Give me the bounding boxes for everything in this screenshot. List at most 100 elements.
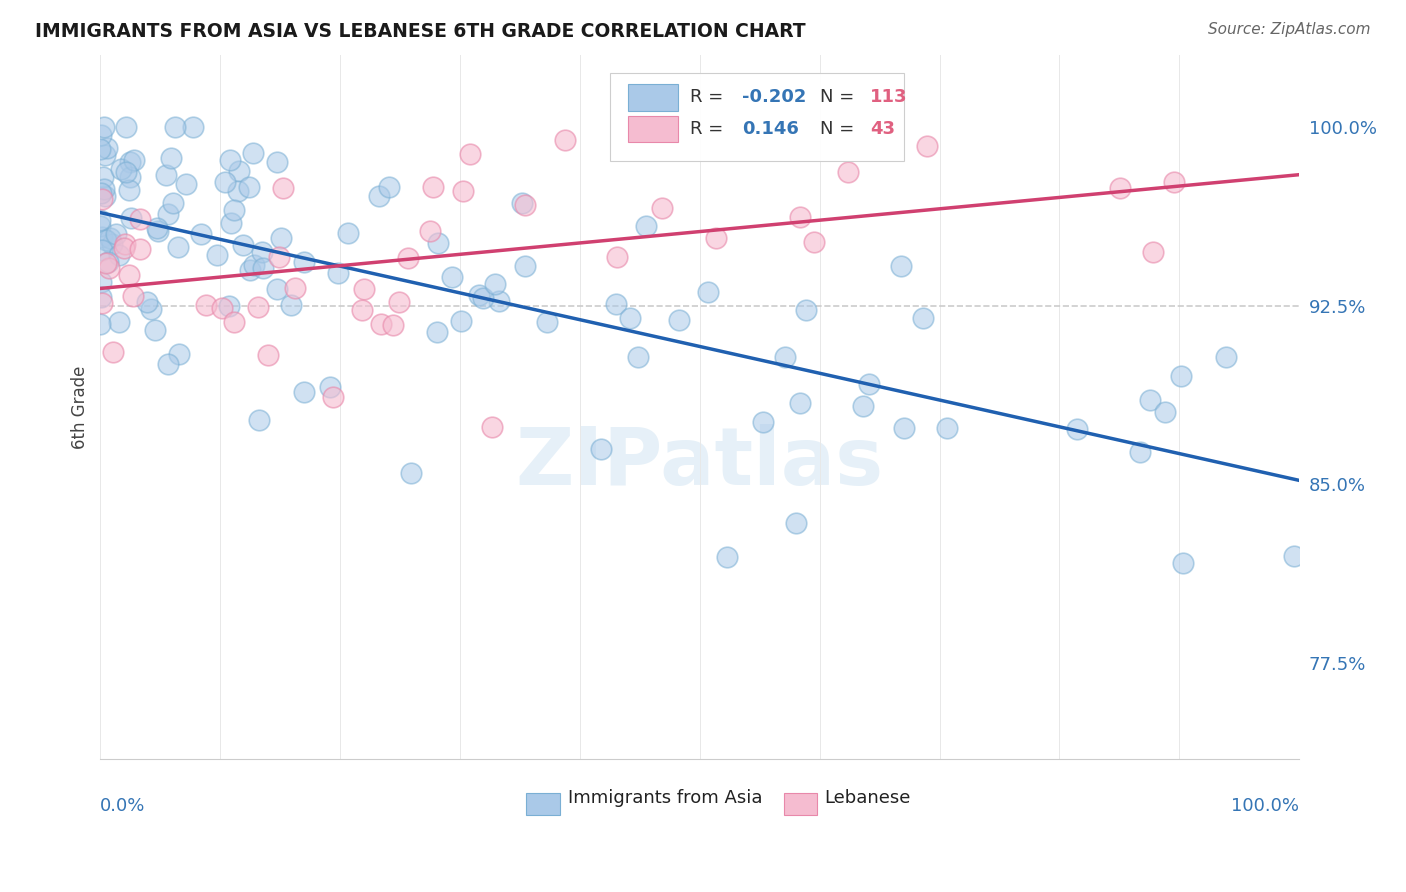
Point [627,350,650,364]
Text: N =: N = [820,120,859,138]
Point [426,235,449,250]
Point [115,120,138,134]
Point [98,231,121,245]
Point [218,153,240,167]
Point [190,227,212,241]
Point [98,261,121,276]
Point [100,237,122,252]
Point [238,180,260,194]
Text: ZIPatlas: ZIPatlas [516,425,884,502]
Point [114,165,136,179]
Point [136,295,159,310]
Point [93,182,115,196]
Point [858,376,880,391]
Point [484,277,506,291]
FancyBboxPatch shape [610,73,904,161]
Point [284,281,307,295]
Point [162,196,184,211]
Point [319,379,342,393]
Point [381,318,404,333]
FancyBboxPatch shape [783,793,817,815]
Point [794,302,817,317]
Point [91,170,114,185]
Point [238,263,260,277]
Point [367,188,389,202]
Point [789,210,811,224]
Point [222,315,245,329]
Point [232,237,254,252]
Point [536,315,558,329]
Point [481,419,503,434]
Point [89,318,111,332]
Point [1129,444,1152,458]
Point [619,310,641,325]
Point [146,221,169,235]
Point [852,400,875,414]
Point [636,219,658,234]
Point [181,120,204,134]
Point [510,195,533,210]
Point [96,141,118,155]
Point [214,175,236,189]
Point [143,323,166,337]
Point [440,270,463,285]
Point [157,357,180,371]
Text: -0.202: -0.202 [742,88,806,106]
Text: Lebanese: Lebanese [824,789,911,807]
Point [554,133,576,147]
Text: 0.0%: 0.0% [100,797,146,815]
Point [94,256,117,270]
Point [422,180,444,194]
Point [167,240,190,254]
Point [785,516,807,530]
Text: 43: 43 [870,120,896,138]
Point [292,385,315,400]
Text: R =: R = [690,120,730,138]
Point [89,219,111,234]
Point [256,348,278,362]
Point [118,154,141,169]
Point [704,231,727,245]
Point [668,313,690,327]
Point [370,317,392,331]
Point [387,295,409,310]
Text: N =: N = [820,88,859,106]
Text: IMMIGRANTS FROM ASIA VS LEBANESE 6TH GRADE CORRELATION CHART: IMMIGRANTS FROM ASIA VS LEBANESE 6TH GRA… [35,22,806,41]
Point [91,230,114,244]
Point [118,170,141,185]
Point [488,294,510,309]
Point [90,128,112,142]
Point [90,186,112,200]
Point [91,295,114,310]
Point [1170,368,1192,383]
Point [195,298,218,312]
Point [228,164,250,178]
Point [270,231,292,245]
Point [396,251,419,265]
Point [242,258,264,272]
Point [205,248,228,262]
Point [401,467,423,481]
Point [266,155,288,169]
Point [606,250,628,264]
Point [911,310,934,325]
Point [112,241,135,255]
Point [378,180,401,194]
Text: 0.146: 0.146 [742,120,799,138]
Point [97,255,120,269]
Point [89,142,111,156]
Point [160,151,183,165]
FancyBboxPatch shape [628,116,678,143]
Point [211,301,233,315]
Point [589,442,612,456]
Point [605,297,627,311]
Point [242,145,264,160]
Point [513,259,536,273]
Point [1282,549,1305,563]
Point [108,248,131,262]
Point [250,245,273,260]
Point [114,237,136,252]
Point [280,298,302,312]
Point [226,184,249,198]
Point [118,268,141,282]
